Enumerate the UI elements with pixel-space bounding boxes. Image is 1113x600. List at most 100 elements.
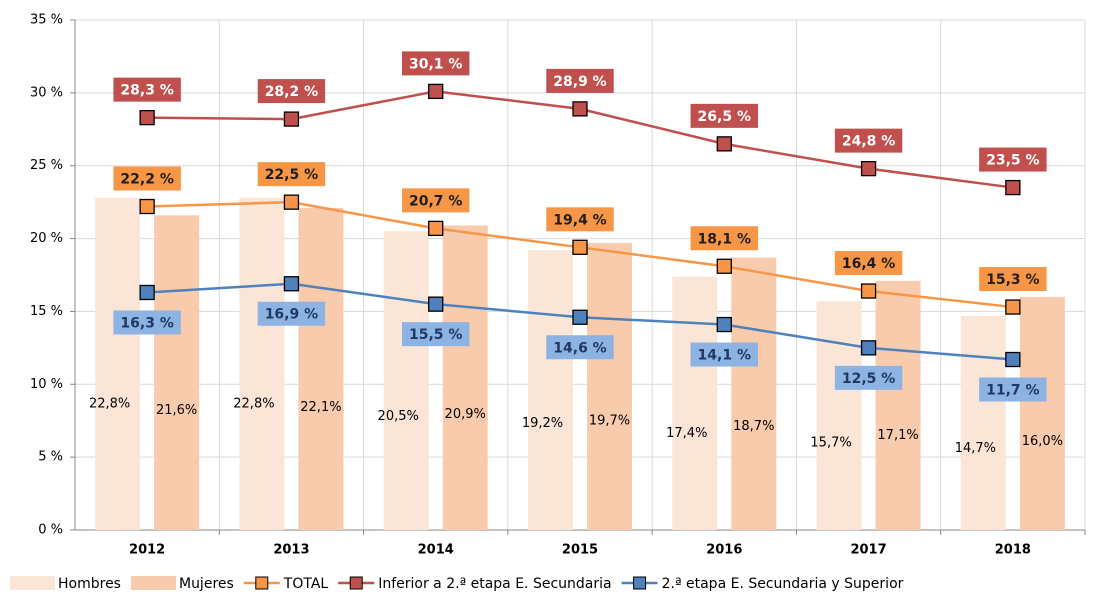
line-marker (860, 340, 877, 356)
line-marker (716, 316, 732, 333)
line-marker (139, 284, 155, 301)
x-tick-label: 2013 (273, 543, 309, 558)
value-label-box (690, 342, 759, 367)
value-label: 18,1 % (698, 231, 751, 247)
bar (95, 197, 141, 530)
value-label-box (113, 310, 181, 335)
value-label-box (401, 322, 470, 347)
value-label-box (979, 147, 1047, 172)
bar (731, 257, 777, 530)
value-label: 16,9 % (265, 307, 318, 323)
y-tick-label: 15 % (30, 304, 63, 319)
line-marker (1005, 179, 1021, 196)
value-label-box (401, 188, 470, 213)
value-label: 28,9 % (553, 74, 606, 90)
value-label: 19,4 % (553, 212, 606, 228)
value-label-box (113, 166, 181, 191)
bar-value-label: 17,4% (666, 426, 707, 441)
bar (154, 215, 200, 530)
line-marker (283, 194, 300, 210)
line-marker (139, 198, 155, 215)
bar-value-label: 20,9% (445, 407, 486, 422)
value-label-box (546, 207, 614, 232)
value-label-box (546, 335, 614, 360)
line-marker (428, 296, 444, 312)
bar-value-label: 17,1% (877, 428, 918, 443)
value-label: 12,5 % (842, 371, 895, 387)
value-label: 30,1 % (409, 56, 462, 72)
bar-value-label: 20,5% (378, 409, 419, 424)
value-label: 28,2 % (265, 84, 318, 100)
legend-label: TOTAL (283, 576, 329, 592)
bar (1019, 296, 1065, 530)
value-label: 26,5 % (698, 109, 751, 125)
bar (239, 197, 285, 530)
value-label: 22,2 % (120, 172, 173, 188)
line-marker (139, 109, 155, 126)
legend-marker (349, 576, 363, 590)
line-marker (716, 136, 732, 152)
value-label: 11,7 % (986, 383, 1039, 399)
value-label: 14,1 % (698, 348, 751, 364)
bar-value-label: 15,7% (810, 436, 851, 451)
x-tick-label: 2017 (850, 543, 886, 558)
value-label: 16,4 % (842, 256, 895, 272)
value-label: 15,3 % (986, 272, 1039, 288)
value-label: 24,8 % (842, 134, 895, 150)
value-label: 15,5 % (409, 327, 462, 343)
bar-value-label: 22,8% (233, 396, 274, 411)
legend-swatch (130, 576, 176, 590)
line-marker (572, 309, 588, 325)
line-marker (428, 220, 444, 237)
bar (587, 242, 632, 530)
bar (875, 280, 921, 530)
value-label: 20,7 % (409, 193, 462, 209)
legend: Hombres Mujeres TOTAL Inferior a 2.ª etapa … (10, 576, 904, 592)
bar-value-label: 18,7% (733, 419, 774, 434)
value-label: 23,5 % (986, 153, 1039, 169)
bar (383, 231, 429, 531)
bar-value-label: 19,7% (589, 413, 630, 428)
value-label-box (834, 128, 903, 153)
legend-marker (255, 576, 269, 590)
line-marker (716, 258, 732, 274)
value-label-box (690, 103, 759, 128)
y-tick-label: 5 % (38, 450, 63, 465)
value-label-box (113, 77, 181, 102)
line-marker (572, 239, 588, 255)
line-marker (860, 160, 877, 177)
legend-label: 2.ª etapa E. Secundaria y Superior (662, 576, 904, 592)
bar-value-label: 21,6% (156, 403, 197, 418)
legend-label: Inferior a 2.ª etapa E. Secundaria (378, 576, 611, 592)
bar (960, 315, 1006, 530)
bar-value-label: 22,1% (300, 400, 341, 415)
x-tick-label: 2015 (562, 543, 598, 558)
value-label-box (257, 79, 326, 104)
line-marker (283, 111, 300, 127)
legend-label: Hombres (58, 576, 121, 592)
line-marker (283, 276, 300, 292)
line-marker (860, 283, 877, 299)
bar-value-label: 14,7% (955, 441, 996, 456)
y-tick-label: 25 % (30, 158, 63, 173)
bar (816, 301, 862, 530)
bar (528, 250, 573, 530)
x-tick-label: 2012 (129, 543, 165, 558)
value-label: 14,6 % (553, 340, 606, 356)
y-tick-label: 35 % (30, 13, 63, 28)
value-label: 16,3 % (120, 315, 173, 331)
value-label-box (257, 162, 326, 187)
value-label: 28,3 % (120, 83, 173, 99)
value-label-box (257, 301, 326, 326)
value-label-box (834, 365, 903, 390)
bar-value-label: 19,2% (522, 416, 563, 431)
value-label: 22,5 % (265, 167, 318, 183)
x-tick-label: 2014 (418, 543, 454, 558)
lines (139, 83, 1021, 368)
legend-label: Mujeres (179, 576, 234, 592)
x-tick-label: 2018 (995, 543, 1031, 558)
bar-value-label: 16,0% (1022, 434, 1063, 449)
bar (442, 225, 488, 530)
x-tick-label: 2016 (706, 543, 742, 558)
y-tick-label: 20 % (30, 231, 63, 246)
